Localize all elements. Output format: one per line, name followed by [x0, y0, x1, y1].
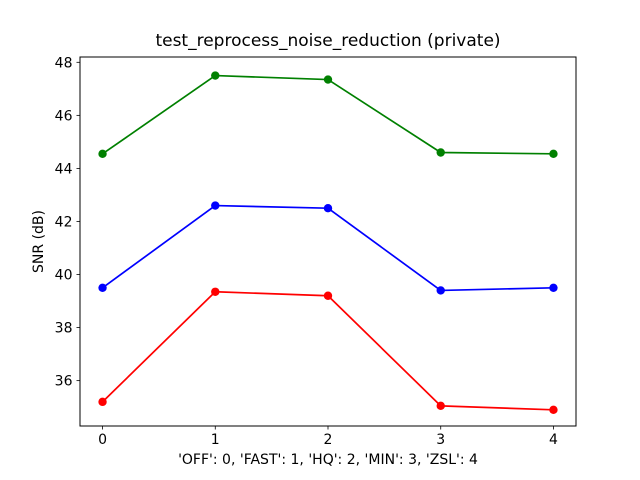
y-tick-label: 40 — [55, 268, 73, 284]
x-tick-label: 0 — [98, 432, 107, 448]
red-series-line — [101, 290, 555, 411]
x-axis-label: 'OFF': 0, 'FAST': 1, 'HQ': 2, 'MIN': 3, … — [178, 452, 478, 468]
green-series-point — [211, 71, 220, 80]
red-series-point — [211, 287, 220, 296]
y-tick-label: 46 — [55, 108, 73, 124]
blue-series-point — [98, 283, 107, 292]
y-axis-label: SNR (dB) — [31, 210, 47, 273]
x-tick-label: 2 — [324, 432, 333, 448]
x-tick-label: 1 — [211, 432, 220, 448]
plot-frame — [79, 56, 577, 427]
y-tick-label: 38 — [55, 321, 73, 337]
red-series-point — [323, 291, 333, 300]
x-tick-label: 3 — [436, 432, 445, 448]
red-series-point — [98, 397, 107, 407]
red-series-point — [436, 401, 445, 411]
blue-series-point — [549, 283, 558, 292]
axes-layer: 36 38 40 42 44 46 48 0 1 2 3 4 — [55, 55, 577, 448]
green-series-line — [101, 74, 555, 155]
blue-series-point — [436, 286, 445, 295]
chart-title: test_reprocess_noise_reduction (private) — [155, 31, 500, 51]
blue-series-point — [211, 201, 220, 210]
green-series-point — [98, 149, 107, 159]
x-tick-label: 4 — [549, 432, 558, 448]
y-tick-label: 36 — [55, 374, 73, 390]
y-tick-label: 42 — [55, 214, 73, 230]
y-tick-label: 44 — [55, 161, 73, 177]
series-layer — [98, 71, 558, 415]
red-series-point — [549, 405, 558, 415]
y-tick-label: 48 — [55, 55, 73, 71]
blue-series-point — [323, 204, 333, 213]
green-series-point — [436, 148, 445, 157]
green-series-point — [323, 75, 333, 84]
blue-series-line — [101, 204, 555, 292]
green-series-point — [549, 149, 558, 159]
